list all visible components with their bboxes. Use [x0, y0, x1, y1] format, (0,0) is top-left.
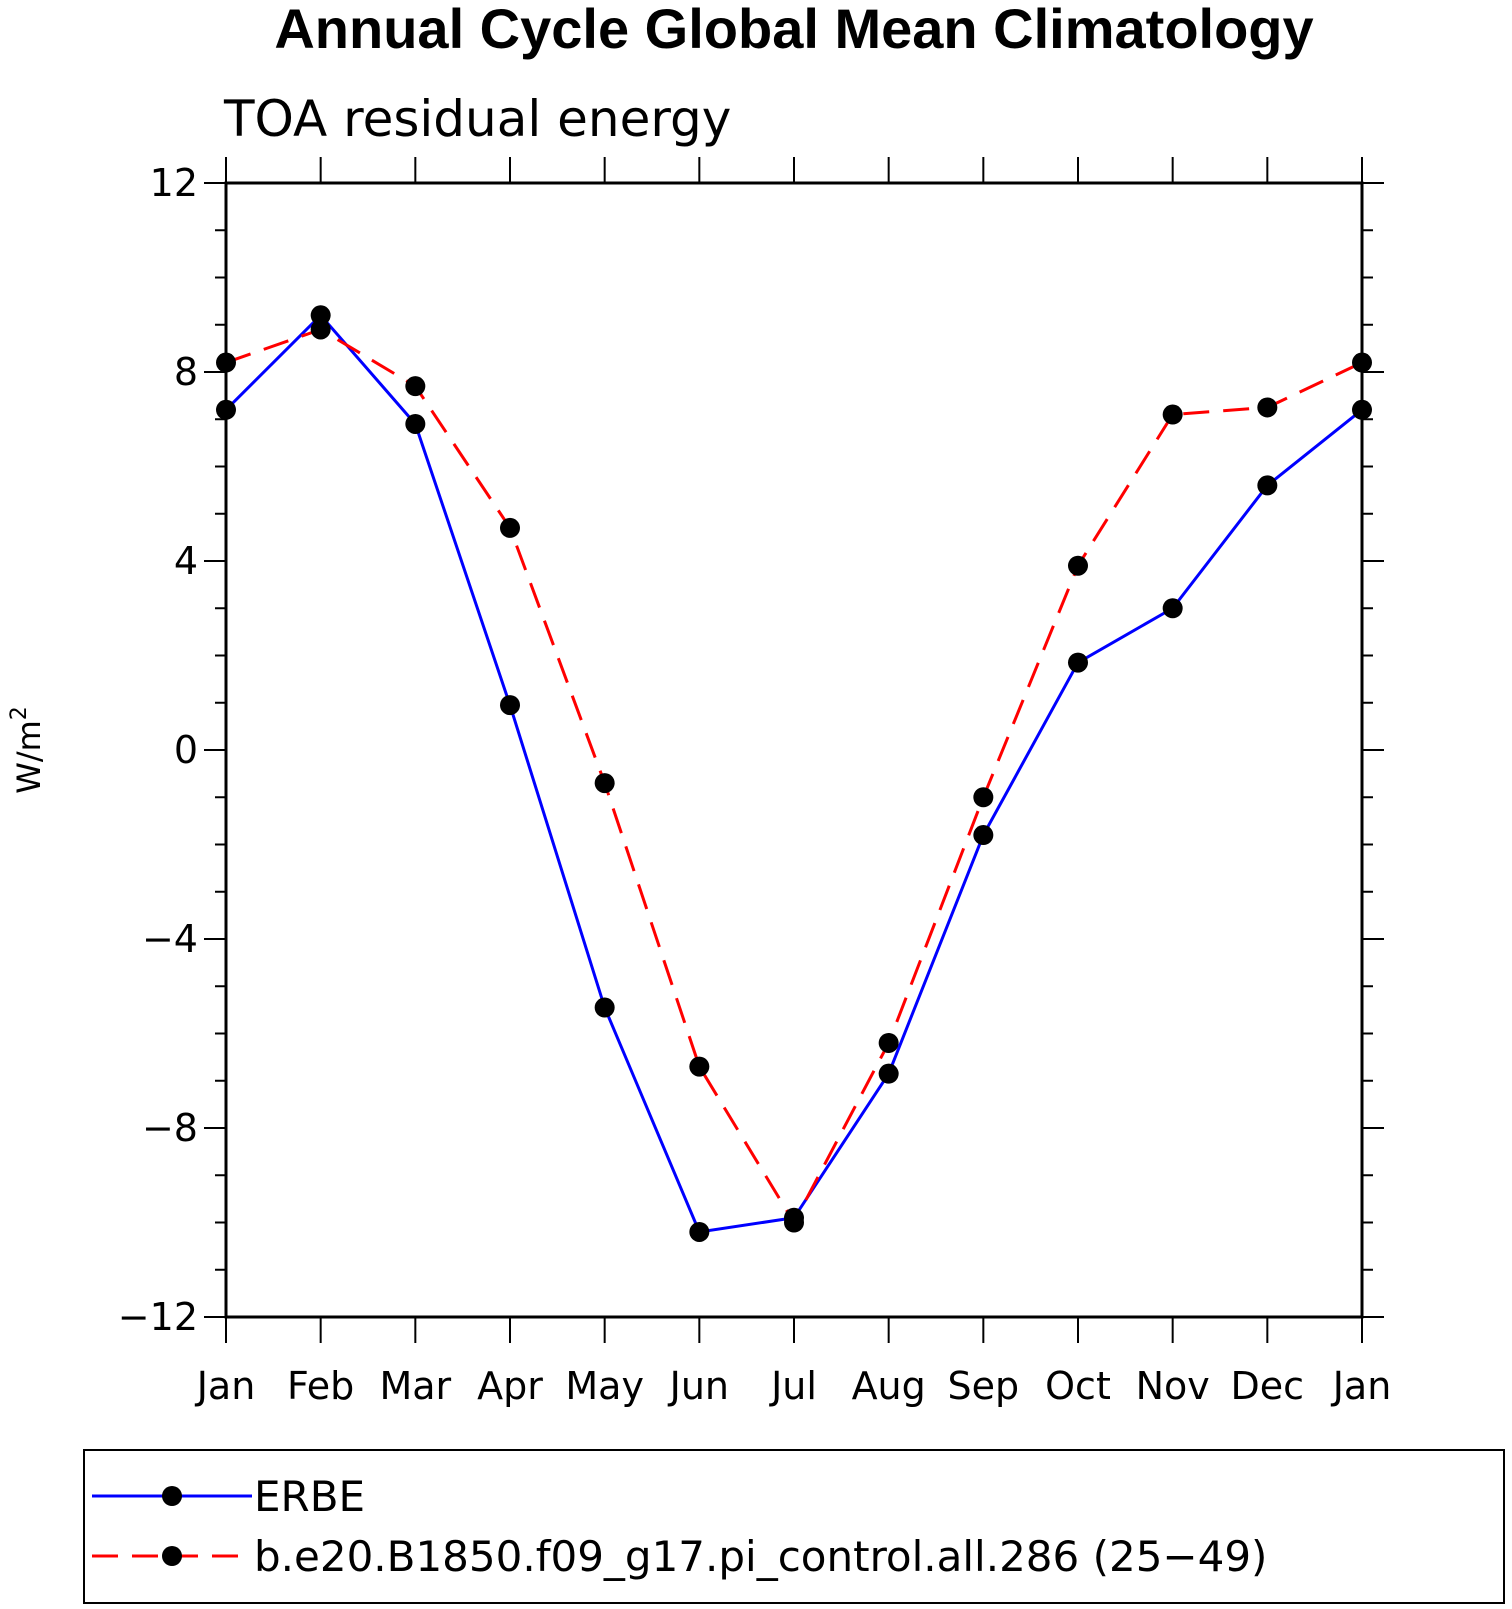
y-tick-label: 12: [150, 161, 198, 205]
series-1-point: [878, 1032, 899, 1053]
series-1-point: [500, 517, 520, 538]
x-tick-label: Oct: [1045, 1364, 1111, 1408]
legend-marker-model: [162, 1546, 182, 1566]
x-tick-label: Jun: [668, 1364, 729, 1408]
legend-label-model: b.e20.B1850.f09_g17.pi_control.all.286 (…: [254, 1532, 1267, 1581]
y-tick-label: 8: [174, 350, 198, 394]
y-tick-label: 0: [174, 728, 198, 772]
y-tick-label: −12: [118, 1295, 198, 1339]
y-tick-label: −4: [142, 917, 198, 961]
y-axis-label-superscript: 2: [7, 706, 32, 720]
x-tick-label: Apr: [477, 1364, 543, 1408]
legend-marker-erbe: [162, 1486, 182, 1506]
legend-box: [83, 1449, 1505, 1604]
series-0-point: [500, 695, 520, 716]
series-line-0: [224, 313, 1363, 1234]
series-0-point: [973, 825, 994, 846]
x-tick-label: Aug: [852, 1364, 926, 1408]
x-tick-labels: Jan Feb Mar Apr May Jun Jul Aug Sep Oct Nov Dec Jan: [195, 1364, 1392, 1408]
series-1-point: [1352, 352, 1372, 373]
series-1-point: [310, 319, 331, 340]
x-tick-label: May: [565, 1364, 644, 1408]
series-1-point: [1068, 555, 1088, 576]
series-0-point: [1352, 399, 1372, 420]
series-1-point: [405, 376, 426, 397]
series-line-1: [225, 327, 1363, 1226]
y-tick-label: −8: [142, 1106, 198, 1150]
x-tick-label: Jan: [1331, 1364, 1392, 1408]
series-1-point: [1162, 404, 1183, 425]
x-tick-label: Dec: [1231, 1364, 1305, 1408]
x-tick-label: Jul: [769, 1364, 817, 1408]
series-0-point: [594, 997, 615, 1018]
axis-ticks: [204, 157, 1384, 1343]
y-axis-label: W/m2: [7, 706, 48, 794]
plot-frame: [224, 181, 1364, 1319]
series-0-point: [1162, 598, 1183, 619]
series-0-point: [878, 1063, 899, 1084]
x-tick-label: Nov: [1136, 1364, 1210, 1408]
chart-title: Annual Cycle Global Mean Climatology: [274, 0, 1313, 60]
y-axis-label-base: W/m: [10, 720, 48, 794]
series-0-point: [216, 399, 236, 420]
series-1-point: [1257, 397, 1278, 418]
x-tick-label: Sep: [948, 1364, 1020, 1408]
series-1-point: [594, 773, 615, 794]
x-tick-label: Feb: [287, 1364, 354, 1408]
legend: ERBE b.e20.B1850.f09_g17.pi_control.all.…: [83, 1449, 1505, 1604]
series-1-point: [216, 352, 236, 373]
series-0-point: [1257, 475, 1278, 496]
legend-label-erbe: ERBE: [254, 1472, 365, 1521]
chart-subtitle: TOA residual energy: [223, 90, 731, 148]
series-0-point: [405, 413, 426, 434]
series-0-point: [1068, 652, 1088, 673]
series-1-point: [784, 1212, 804, 1233]
series-1-point: [689, 1056, 710, 1077]
series-0-point: [689, 1221, 710, 1242]
series-0-point: [310, 305, 331, 326]
series-layer: [216, 305, 1372, 1242]
y-tick-label: 4: [174, 539, 198, 583]
x-tick-label: Mar: [379, 1364, 451, 1408]
x-tick-label: Jan: [195, 1364, 256, 1408]
series-1-point: [973, 787, 994, 808]
y-tick-labels: 12 8 4 0 −4 −8 −12: [118, 161, 198, 1339]
